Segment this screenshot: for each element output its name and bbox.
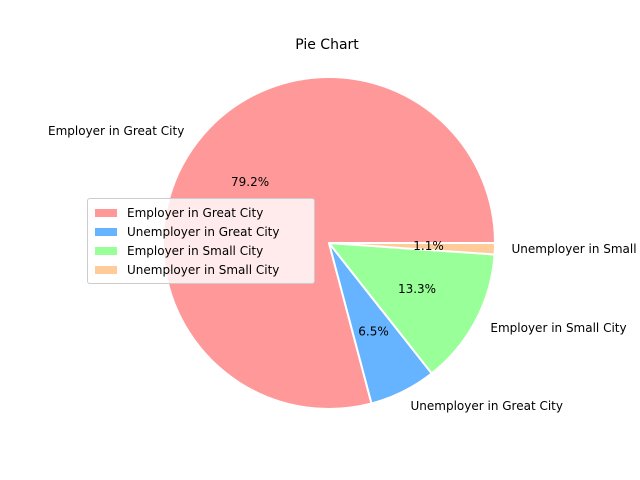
slice-percent-label: 1.1% xyxy=(413,239,444,253)
slice-label: Employer in Small City xyxy=(490,321,626,335)
legend-swatch xyxy=(95,227,117,236)
slice-label: Unemployer in Great City xyxy=(411,399,563,413)
pie-labels: Employer in Great City 79.2% Unemployer in… xyxy=(48,124,640,413)
legend-label: Employer in Small City xyxy=(127,243,264,258)
legend-swatch xyxy=(95,265,117,274)
slice-label: Unemployer in Small City xyxy=(512,242,640,256)
legend: Employer in Great City Unemployer in Gre… xyxy=(87,198,315,284)
slice-percent-label: 13.3% xyxy=(398,282,436,296)
legend-item: Unemployer in Great City xyxy=(95,222,307,241)
pie-slice xyxy=(162,76,496,411)
pie-slice xyxy=(328,242,496,375)
pie-slices xyxy=(162,76,496,411)
legend-swatch xyxy=(95,246,117,255)
legend-swatch xyxy=(95,208,117,217)
legend-label: Unemployer in Small City xyxy=(127,262,280,277)
pie-slice xyxy=(328,242,496,256)
legend-item: Employer in Small City xyxy=(95,241,307,260)
legend-item: Unemployer in Small City xyxy=(95,260,307,279)
legend-label: Unemployer in Great City xyxy=(127,224,280,239)
legend-label: Employer in Great City xyxy=(127,205,264,220)
chart-title: Pie Chart xyxy=(295,37,359,53)
slice-percent-label: 6.5% xyxy=(358,325,389,339)
legend-item: Employer in Great City xyxy=(95,203,307,222)
slice-label: Employer in Great City xyxy=(48,124,184,138)
slice-percent-label: 79.2% xyxy=(231,175,269,189)
